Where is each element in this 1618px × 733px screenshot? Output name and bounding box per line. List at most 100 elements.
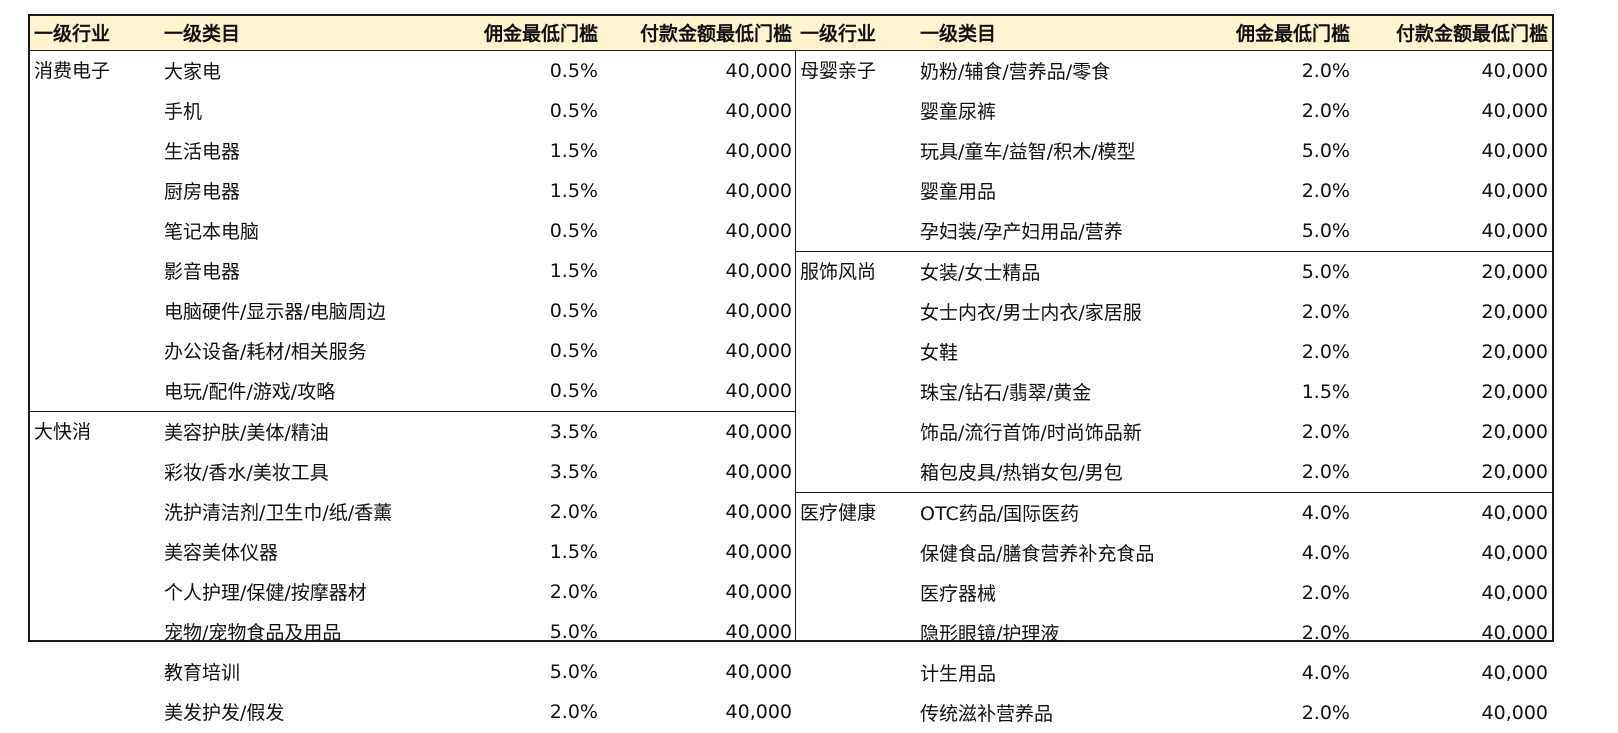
industry-cell [30, 572, 158, 612]
commission-cell: 0.5% [549, 299, 598, 322]
payment-cell: 40,000 [725, 620, 792, 643]
table-row: 孕妇装/孕产妇用品/营养 5.0% 40,000 [796, 211, 1552, 252]
payment-cell: 40,000 [602, 410, 796, 452]
industry-cell [796, 91, 914, 131]
payment-cell: 20,000 [1481, 340, 1548, 363]
table-row: 玩具/童车/益智/积木/模型 5.0% 40,000 [796, 131, 1552, 171]
commission-cell: 0.5% [549, 339, 598, 362]
category-cell: 医疗器械 [920, 583, 997, 605]
payment-cell: 40,000 [1481, 581, 1548, 604]
commission-cell: 2.0% [1301, 420, 1350, 443]
commission-cell: 4.0% [1301, 541, 1350, 564]
industry-cell [30, 171, 158, 211]
commission-cell: 1.5% [549, 139, 598, 162]
left-table-half: 一级行业 一级类目 佣金最低门槛 付款金额最低门槛 消费电子 大家电 0.5% 40,… [30, 16, 796, 724]
right-table-half: 一级行业 一级类目 佣金最低门槛 付款金额最低门槛 母婴亲子 奶粉/辅食/营养品/… [796, 16, 1552, 725]
header-category: 一级类目 [914, 16, 1210, 51]
table-row: 饰品/流行首饰/时尚饰品新 2.0% 20,000 [796, 412, 1552, 452]
commission-cell: 2.0% [1301, 581, 1350, 604]
table-row: 厨房电器 1.5% 40,000 [30, 171, 796, 211]
payment-cell: 40,000 [1354, 491, 1552, 533]
table-row: 宠物/宠物食品及用品 5.0% 40,000 [30, 612, 796, 652]
right-table-body: 母婴亲子 奶粉/辅食/营养品/零食 2.0% 40,000 婴童尿裤 2.0% 40,000… [796, 50, 1552, 733]
commission-cell: 5.0% [549, 660, 598, 683]
table-row: 消费电子 大家电 0.5% 40,000 [30, 50, 796, 91]
table-row: 女士内衣/男士内衣/家居服 2.0% 20,000 [796, 292, 1552, 332]
category-cell: 办公设备/耗材/相关服务 [164, 341, 367, 363]
table-row: 保健食品/膳食营养补充食品 4.0% 40,000 [796, 533, 1552, 573]
table-row: 美容美体仪器 1.5% 40,000 [30, 532, 796, 572]
payment-cell: 40,000 [725, 59, 792, 82]
payment-cell: 40,000 [1481, 179, 1548, 202]
category-cell: 婴童尿裤 [920, 101, 997, 123]
commission-cell: 1.5% [549, 179, 598, 202]
category-cell: 生活电器 [164, 141, 241, 163]
category-cell: 手机 [164, 101, 203, 123]
payment-cell: 40,000 [725, 139, 792, 162]
commission-cell: 2.0% [1301, 300, 1350, 323]
category-cell: 电玩/配件/游戏/攻略 [164, 381, 336, 403]
commission-cell: 0.5% [549, 99, 598, 122]
commission-cell: 2.0% [549, 580, 598, 603]
category-cell: 隐形眼镜/护理液 [920, 623, 1060, 645]
header-commission: 佣金最低门槛 [458, 16, 602, 51]
category-cell: 美发护发/假发 [164, 702, 285, 724]
category-cell: 箱包皮具/热销女包/男包 [920, 462, 1123, 484]
table-row: 笔记本电脑 0.5% 40,000 [30, 211, 796, 251]
industry-cell [30, 652, 158, 692]
table-row: 婴童尿裤 2.0% 40,000 [796, 91, 1552, 131]
commission-threshold-table: 一级行业 一级类目 佣金最低门槛 付款金额最低门槛 消费电子 大家电 0.5% 40,… [28, 14, 1554, 725]
left-table: 一级行业 一级类目 佣金最低门槛 付款金额最低门槛 消费电子 大家电 0.5% 40,… [30, 16, 796, 732]
payment-cell: 40,000 [725, 540, 792, 563]
industry-cell [30, 532, 158, 572]
industry-cell [796, 533, 914, 573]
table-row: 个人护理/保健/按摩器材 2.0% 40,000 [30, 572, 796, 612]
commission-cell: 2.0% [549, 700, 598, 723]
commission-cell: 0.5% [549, 219, 598, 242]
table-row: 手机 0.5% 40,000 [30, 91, 796, 131]
commission-cell: 2.0% [1301, 460, 1350, 483]
table-row: 计生用品 4.0% 40,000 [796, 653, 1552, 693]
category-cell: 饰品/流行首饰/时尚饰品新 [920, 422, 1142, 444]
industry-cell [30, 331, 158, 371]
industry-cell: 医疗健康 [796, 491, 914, 533]
left-table-body: 消费电子 大家电 0.5% 40,000 手机 0.5% 40,000 生活电器 1.5% 40,… [30, 50, 796, 732]
industry-cell [30, 492, 158, 532]
table-row: 美发护发/假发 2.0% 40,000 [30, 692, 796, 732]
industry-cell [796, 131, 914, 171]
commission-cell: 3.5% [549, 460, 598, 483]
table-row: 服饰风尚 女装/女士精品 5.0% 20,000 [796, 250, 1552, 292]
commission-cell: 0.5% [549, 379, 598, 402]
payment-cell: 20,000 [1481, 460, 1548, 483]
commission-cell: 0.5% [549, 59, 598, 82]
payment-cell: 40,000 [1481, 219, 1548, 242]
category-cell: 美容护肤/美体/精油 [158, 410, 458, 452]
payment-cell: 40,000 [1481, 139, 1548, 162]
payment-cell: 40,000 [725, 660, 792, 683]
table-row: 生活电器 1.5% 40,000 [30, 131, 796, 171]
commission-cell: 2.0% [549, 500, 598, 523]
industry-cell [30, 692, 158, 732]
industry-cell [796, 412, 914, 452]
category-cell: 婴童用品 [920, 181, 997, 203]
header-row: 一级行业 一级类目 佣金最低门槛 付款金额最低门槛 [796, 16, 1552, 51]
category-cell: 女装/女士精品 [914, 250, 1210, 292]
category-cell: 孕妇装/孕产妇用品/营养 [920, 221, 1123, 243]
industry-cell [796, 613, 914, 653]
payment-cell: 20,000 [1481, 380, 1548, 403]
industry-cell [796, 573, 914, 613]
industry-cell [796, 292, 914, 332]
industry-cell [796, 211, 914, 252]
category-cell: 传统滋补营养品 [920, 703, 1054, 725]
payment-cell: 40,000 [1481, 701, 1548, 724]
table-row: 隐形眼镜/护理液 2.0% 40,000 [796, 613, 1552, 653]
category-cell: 电脑硬件/显示器/电脑周边 [164, 301, 386, 323]
commission-cell: 2.0% [1301, 701, 1350, 724]
table-row: 电脑硬件/显示器/电脑周边 0.5% 40,000 [30, 291, 796, 331]
commission-cell: 5.0% [549, 620, 598, 643]
commission-cell: 1.5% [549, 259, 598, 282]
header-row: 一级行业 一级类目 佣金最低门槛 付款金额最低门槛 [30, 16, 796, 51]
category-cell: 珠宝/钻石/翡翠/黄金 [920, 382, 1092, 404]
industry-cell [30, 91, 158, 131]
industry-cell [796, 332, 914, 372]
